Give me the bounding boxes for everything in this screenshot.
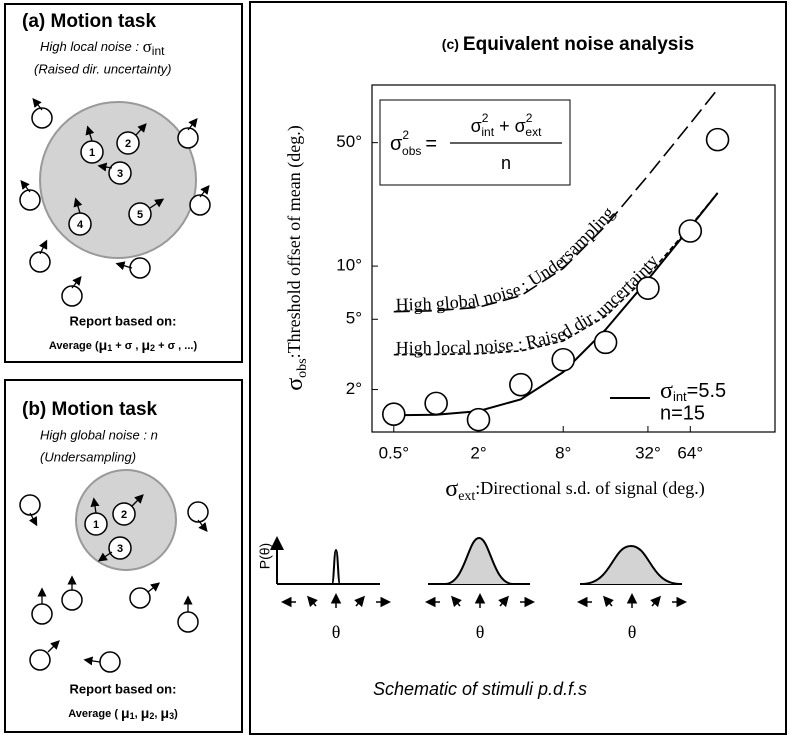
legend-label: σint=5.5 [660,378,726,405]
y-tick-label: 5° [346,309,362,328]
noise-note: (Undersampling) [40,449,136,464]
report-part: ) [174,708,178,720]
panel-label: (c) [442,36,459,52]
data-point [595,331,617,353]
curve-annotation: High global noise : Undersampling [395,203,618,315]
pdf-x-label: θ [332,622,341,642]
legend-text: =5.5 [687,380,726,402]
dot-label: 2 [125,138,131,150]
dot-label: 2 [121,509,127,521]
data-point [637,277,659,299]
dot-label: 3 [117,543,123,555]
noise-label: High global noise : n [40,427,158,442]
legend-label: n=15 [660,402,705,424]
report-part: + σ , [112,340,141,352]
curve-annotation-text: High global noise : Undersampling [395,203,618,315]
eq-sub: int [481,125,494,139]
axis-symbol: σ [282,378,308,391]
report-part: μ [160,705,169,721]
x-tick-label: 2° [470,443,486,462]
title-text: Equivalent noise analysis [463,34,694,55]
report-part: + σ , ...) [155,340,197,352]
dot-label: 4 [77,219,84,231]
dot-label: 1 [93,519,99,531]
y-tick-label: 10° [336,256,362,275]
pdf-x-label: θ [476,622,485,642]
report-part: μ [99,337,108,353]
x-axis-label: σext:Directional s.d. of signal (deg.) [445,476,705,505]
eq-sup: 2 [526,111,533,125]
report-part: Average ( [68,708,121,720]
axis-symbol: σ [445,476,458,502]
eq-symbol: σ [471,116,482,136]
report-part: μ [121,705,130,721]
report: Average ( μ1, μ2, μ3) [68,705,178,722]
report: Average (μ1 + σ , μ2 + σ , ...) [49,337,198,354]
panel-title: (b) Motion task [22,399,158,420]
schematic-caption: Schematic of stimuli p.d.f.s [373,679,587,699]
report-title: Report based on: [70,313,177,328]
dot-label: 5 [137,209,143,221]
eq-sub: obs [402,144,421,158]
noise-symbol: σ [143,37,152,56]
report-part: Average ( [49,340,99,352]
data-point [510,374,532,396]
data-point [383,403,405,425]
y-axis-label: σobs:Threshold offset of mean (deg.) [282,125,311,391]
axis-text: :Threshold offset of mean (deg.) [284,125,305,358]
report-part: μ [141,337,150,353]
report-part: μ [141,705,150,721]
eq-sub: ext [525,125,542,139]
x-tick-label: 0.5° [379,443,409,462]
pdf-x-label: θ [628,622,637,642]
schematic [277,538,682,584]
data-point [552,349,574,371]
noise-text: High local noise : [40,39,143,54]
report-title: Report based on: [70,681,177,696]
y-tick-label: 2° [346,379,362,398]
dot-label: 3 [117,168,123,180]
data-point [468,409,490,431]
eq-sup: 2 [402,128,409,142]
figure: (a) Motion task High local noise : σint … [0,0,790,736]
chart-title: (c)Equivalent noise analysis [442,34,694,55]
dot-label: 1 [89,147,95,159]
x-tick-label: 32° [635,443,661,462]
x-tick-label: 64° [677,443,703,462]
data-point [679,220,701,242]
legend-symbol: σ [660,378,673,404]
axis-sub: obs [295,358,310,377]
eq-sup: 2 [482,111,489,125]
data-point [425,392,447,414]
x-tick-label: 8° [555,443,571,462]
panel-title: (a) Motion task [22,11,156,32]
equation-denominator: n [501,153,511,173]
y-tick-label: 50° [336,132,362,151]
axis-text: :Directional s.d. of signal (deg.) [475,478,704,499]
eq-symbol: + σ [494,116,526,136]
direction-arrows [284,596,684,608]
noise-label: High local noise : σint [40,37,165,58]
noise-sub: int [152,44,165,58]
pdf-y-label: P(θ) [257,543,273,569]
axis-sub: ext [458,489,475,504]
noise-note: (Raised dir. uncertainty) [34,61,172,76]
data-point [707,129,729,151]
eq-equals: = [425,133,437,155]
